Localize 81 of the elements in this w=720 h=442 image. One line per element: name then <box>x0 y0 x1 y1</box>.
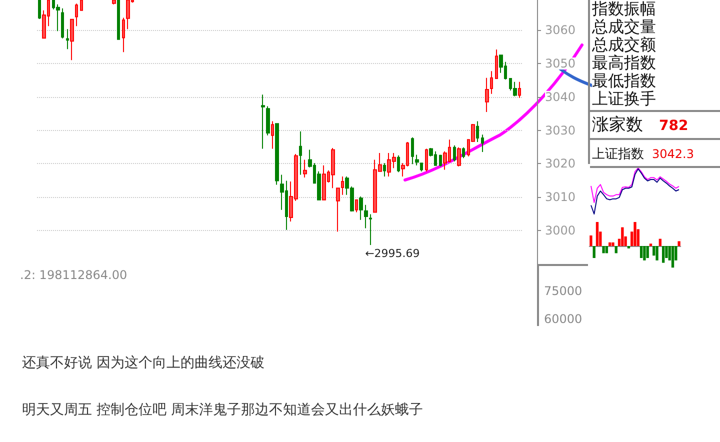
candlestick <box>457 146 461 167</box>
candlestick <box>275 123 279 186</box>
candlestick <box>322 164 326 200</box>
y-tick-label: 3030 <box>545 123 576 138</box>
bar <box>612 242 614 246</box>
candlestick <box>66 28 69 50</box>
candlestick <box>117 0 120 40</box>
candlestick <box>331 148 335 189</box>
candlestick <box>359 196 363 220</box>
candlestick <box>420 162 423 172</box>
candlestick <box>462 146 465 159</box>
bar <box>590 235 592 246</box>
candlestick <box>70 18 74 61</box>
candlestick <box>490 70 493 94</box>
text: 上证换手 <box>592 89 656 108</box>
candlestick <box>126 0 130 30</box>
text: 60000 <box>544 312 582 326</box>
bar <box>596 222 599 246</box>
bar <box>662 246 665 263</box>
candlestick <box>481 134 484 153</box>
bar <box>634 222 636 246</box>
candlestick <box>38 0 41 20</box>
candlestick <box>439 154 442 167</box>
text: 还真不好说 因为这个向上的曲线还没破 <box>22 354 266 373</box>
text: 782 <box>659 118 688 134</box>
bar <box>671 246 674 268</box>
bar <box>643 246 646 260</box>
y-tick-label: 3010 <box>545 190 576 204</box>
bar <box>621 227 624 246</box>
candlestick <box>364 204 368 229</box>
bar <box>658 238 662 246</box>
bar <box>592 246 596 258</box>
candlestick <box>518 81 521 98</box>
candlestick <box>261 94 265 150</box>
text: 3042.3 <box>652 147 694 161</box>
y-tick-label: 3000 <box>545 224 576 238</box>
bar <box>605 246 608 254</box>
y-tick-label: 3020 <box>545 156 576 171</box>
bar <box>640 246 643 258</box>
text: 最低指数 <box>592 71 656 90</box>
candlestick <box>112 0 116 5</box>
candlestick <box>513 81 517 97</box>
candlestick <box>299 130 302 176</box>
text: 总成交量 <box>592 17 656 36</box>
candlestick <box>397 154 400 173</box>
text: 总成交额 <box>592 35 656 54</box>
bar <box>656 246 658 260</box>
y-tick-label: 3060 <box>545 23 576 38</box>
text: .2: 198112864.00 <box>20 268 128 282</box>
text: 明天又周五 控制仓位吧 周末洋鬼子那边不知道会又出什么妖蛾子 <box>22 401 423 420</box>
candlestick <box>122 17 125 53</box>
candlestick <box>476 120 479 143</box>
candlestick <box>61 8 64 39</box>
candlestick <box>415 154 419 166</box>
bar <box>614 246 618 254</box>
candlestick <box>56 4 60 32</box>
candlestick <box>485 77 489 112</box>
candlestick <box>355 199 358 213</box>
bar <box>646 246 649 258</box>
candlestick <box>303 159 307 178</box>
text: 上证指数 <box>592 147 644 162</box>
text: 指数振幅 <box>592 0 656 18</box>
bar <box>608 242 612 246</box>
candlestick <box>453 144 456 162</box>
candlestick <box>271 120 274 150</box>
candlestick <box>425 148 428 172</box>
text: 75000 <box>544 284 582 298</box>
candlestick <box>383 162 386 177</box>
bar <box>602 246 605 254</box>
candlestick <box>80 0 83 11</box>
text: 最高指数 <box>592 53 656 72</box>
text: 涨家数 <box>592 115 643 135</box>
candlestick <box>369 214 372 246</box>
annotation: ←2995.69 <box>365 246 420 260</box>
candlestick <box>75 3 78 27</box>
y-tick-label: 3040 <box>545 90 576 104</box>
candlestick <box>495 48 498 80</box>
y-tick-label: 3050 <box>545 56 576 70</box>
candlestick <box>266 106 270 136</box>
candlestick <box>411 136 414 165</box>
bar <box>678 241 680 246</box>
